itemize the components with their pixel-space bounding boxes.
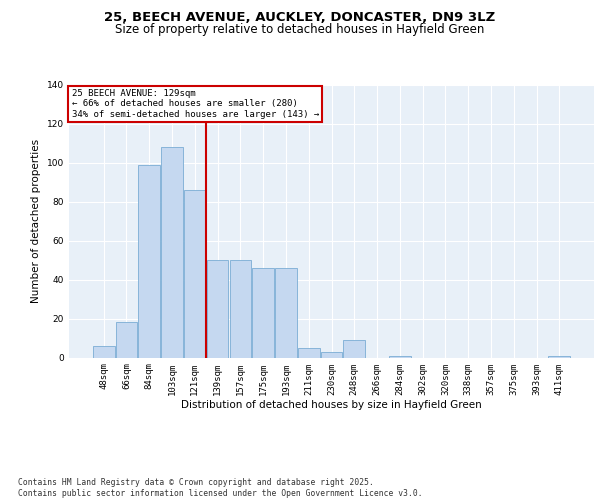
Text: 25 BEECH AVENUE: 129sqm
← 66% of detached houses are smaller (280)
34% of semi-d: 25 BEECH AVENUE: 129sqm ← 66% of detache… [71, 89, 319, 119]
Bar [139, 165, 160, 358]
X-axis label: Distribution of detached houses by size in Hayfield Green: Distribution of detached houses by size … [181, 400, 482, 410]
Bar [275, 268, 297, 358]
Text: 25, BEECH AVENUE, AUCKLEY, DONCASTER, DN9 3LZ: 25, BEECH AVENUE, AUCKLEY, DONCASTER, DN… [104, 11, 496, 24]
Bar [343, 340, 365, 357]
Bar [253, 268, 274, 358]
Bar [230, 260, 251, 358]
Text: Size of property relative to detached houses in Hayfield Green: Size of property relative to detached ho… [115, 22, 485, 36]
Y-axis label: Number of detached properties: Number of detached properties [31, 139, 41, 304]
Bar [207, 260, 229, 358]
Bar [184, 190, 206, 358]
Bar [320, 352, 343, 358]
Text: Contains HM Land Registry data © Crown copyright and database right 2025.
Contai: Contains HM Land Registry data © Crown c… [18, 478, 422, 498]
Bar [116, 322, 137, 358]
Bar [161, 148, 183, 358]
Bar [389, 356, 410, 358]
Bar [93, 346, 115, 358]
Bar [548, 356, 570, 358]
Bar [298, 348, 320, 358]
